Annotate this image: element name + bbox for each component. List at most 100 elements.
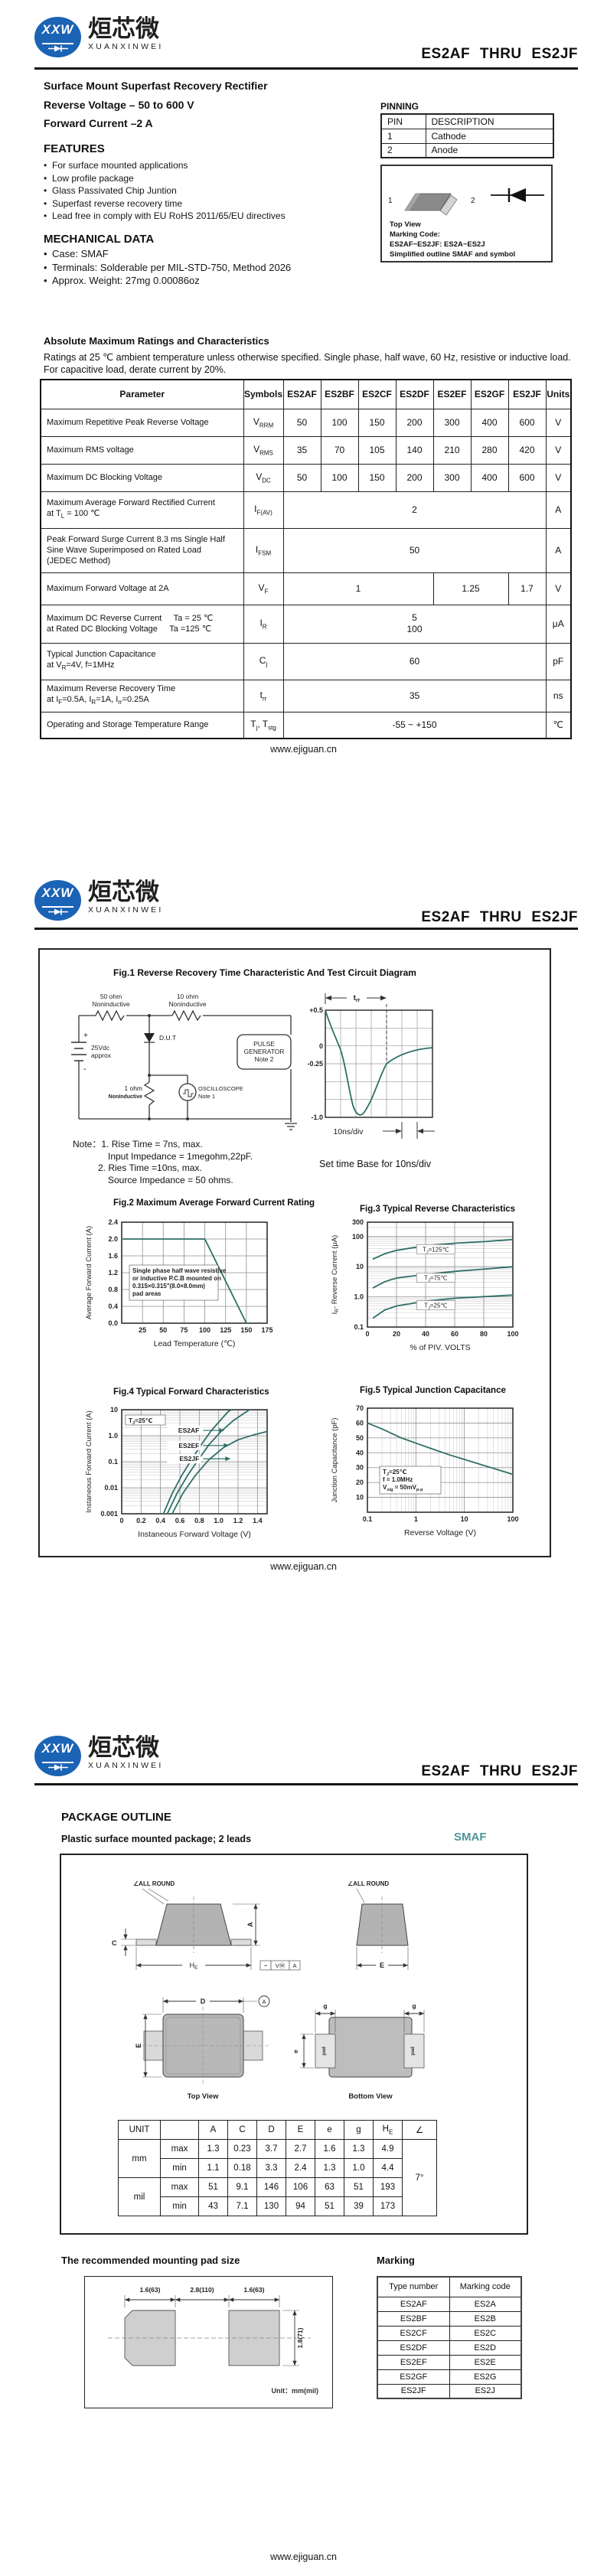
svg-text:10: 10 [356, 1494, 364, 1502]
ratings-header: ES2GF [470, 379, 509, 409]
dims-value: 3.7 [256, 2139, 286, 2159]
svg-text:25: 25 [139, 1326, 146, 1334]
svg-text:300: 300 [352, 1218, 364, 1226]
pad-dim-2: 2.8(110) [190, 2286, 214, 2294]
dims-header: E [286, 2120, 315, 2140]
ratings-symbol: VRRM [243, 408, 284, 437]
svg-text:Average Forward Current (A): Average Forward Current (A) [85, 1226, 93, 1319]
svg-text:pad areas: pad areas [132, 1290, 162, 1297]
dims-value: 4.4 [373, 2158, 403, 2178]
marking-cell: ES2CF [377, 2325, 450, 2341]
ratings-row: Typical Junction Capacitance at VR=4V, f=… [40, 642, 572, 680]
svg-text:0.0: 0.0 [108, 1319, 118, 1327]
wave-ytick-2: -0.25 [307, 1060, 323, 1068]
svg-text:100: 100 [199, 1326, 210, 1334]
diode-symbol-icon [491, 188, 544, 202]
svg-text:75: 75 [180, 1326, 188, 1334]
ratings-row: Maximum Average Forward Rectified Curren… [40, 491, 572, 529]
r2-label: 10 ohm [177, 993, 198, 1000]
ratings-value: 100 [320, 408, 359, 437]
logo-diode-icon [42, 906, 73, 915]
ratings-row: Maximum Forward Voltage at 2A VF 1 1.25 1.7 V [40, 572, 572, 605]
ratings-symbol: VDC [243, 463, 284, 492]
svg-text:1.6: 1.6 [108, 1252, 118, 1260]
fig1-waveform: trr +0.5 0 -0.25 -1.0 10ns/div [307, 991, 435, 1139]
ratings-value: 420 [507, 435, 547, 465]
logo-romanized-name: XUANXINWEI [88, 41, 164, 51]
fig5-chart: 0.1 1 10 100 10 20 30 40 50 60 70 Reverse Voltage (… [318, 1399, 536, 1552]
list-item: • Superfast reverse recovery time [44, 197, 183, 209]
fig1-caption: Set time Base for 10ns/div [319, 1159, 431, 1169]
ratings-symbol: Cj [243, 642, 284, 680]
marking-cell: ES2BF [377, 2310, 450, 2327]
ratings-unit: A [545, 491, 572, 529]
brand-logo-2: XXW 烜芯微 XUANXINWEI [34, 880, 164, 921]
dims-bound: min [160, 2196, 199, 2216]
ratings-row: Maximum DC Blocking Voltage VDC 50 100 150 20… [40, 463, 572, 492]
dims-row: min 1.1 0.18 3.3 2.4 1.3 1.0 4.4 [119, 2158, 437, 2178]
svg-text:0.01: 0.01 [104, 1484, 118, 1492]
svg-text:Junction Capacitance (pF): Junction Capacitance (pF) [331, 1418, 339, 1503]
fig1-test-circuit: 50 ohm Noninductive 10 ohm Noninductive … [71, 993, 297, 1130]
package-outline-drawing: ∠ALL ROUND A C HE ÷ VⓂ A ∠ALL ROUND [112, 1880, 425, 2101]
dims-header: HE [373, 2120, 403, 2140]
dims-value: 43 [198, 2196, 228, 2216]
pin2-label: 2 [471, 197, 475, 205]
list-item: • Lead free in comply with EU RoHS 2011/6… [44, 210, 286, 221]
dims-value: 39 [344, 2196, 374, 2216]
ratings-row: Peak Forward Surge Current 8.3 ms Single… [40, 527, 572, 573]
ratings-value: 600 [507, 408, 547, 437]
pulse-gen-label-2: GENERATOR [243, 1048, 284, 1055]
dims-header: UNIT [118, 2120, 161, 2140]
card-caption-line: Top View [390, 220, 421, 229]
svg-text:1.0: 1.0 [354, 1293, 364, 1301]
ratings-parameter: Maximum DC Blocking Voltage [40, 463, 244, 492]
svg-text:1: 1 [414, 1515, 418, 1523]
svg-text:50: 50 [356, 1434, 364, 1442]
battery-minus: - [83, 1065, 86, 1074]
marking-header: Type number [377, 2276, 450, 2297]
page-title: ES2AF THRU ES2JF [421, 46, 578, 62]
svg-text:80: 80 [480, 1330, 488, 1338]
logo-circle-icon: XXW [34, 17, 81, 57]
ratings-row: Operating and Storage Temperature Range T… [40, 711, 572, 739]
svg-text:1.4: 1.4 [253, 1517, 263, 1524]
ratings-unit: ns [545, 679, 572, 712]
ratings-symbol: VRMS [243, 435, 284, 465]
svg-text:0.4: 0.4 [108, 1303, 118, 1310]
dim-he-label: HE [190, 1961, 198, 1971]
mechanical-list: • Case: SMAF • Terminals: Solderable per MI… [44, 247, 365, 288]
header-divider [34, 67, 578, 70]
svg-text:150: 150 [240, 1326, 252, 1334]
logo-wordmark: 烜芯微 XUANXINWEI [88, 1736, 164, 1770]
dim-g-label-1: g [323, 2002, 327, 2010]
svg-text:% of PIV. VOLTS: % of PIV. VOLTS [410, 1343, 470, 1352]
svg-text:Reverse Voltage (V): Reverse Voltage (V) [404, 1528, 476, 1537]
wave-ytick-3: -1.0 [311, 1114, 323, 1121]
scope-label-2: Note 1 [198, 1093, 215, 1100]
datum-a-circle: A [262, 1998, 266, 2005]
svg-text:Single phase half wave resisti: Single phase half wave resistive [132, 1267, 227, 1274]
svg-text:Lead Temperature (℃): Lead Temperature (℃) [154, 1339, 236, 1348]
dims-value: 173 [373, 2196, 403, 2216]
dims-value: 106 [286, 2177, 315, 2197]
ratings-unit: V [545, 435, 572, 465]
ratings-value: 200 [395, 408, 434, 437]
ratings-parameter: Maximum Average Forward Rectified Curren… [40, 491, 244, 529]
dim-g-label-2: g [412, 2002, 416, 2010]
logo-chinese-name: 烜芯微 [88, 15, 159, 42]
features-list: • For surface mounted applications • Low pr… [44, 159, 350, 223]
svg-text:1.0: 1.0 [108, 1432, 118, 1440]
svg-text:1.2: 1.2 [108, 1269, 118, 1277]
marking-cell: ES2E [449, 2354, 522, 2370]
dims-header [160, 2120, 199, 2140]
fig2-chart: 25 50 75 100 125 150 175 0.0 0.4 0.8 1.2 1.6 2.0 2.4 L… [73, 1211, 279, 1365]
header-divider-2 [34, 928, 578, 930]
footer-url-2: www.ejiguan.cn [270, 1561, 337, 1572]
card-caption-line: Simplified outline SMAF and symbol [390, 250, 516, 259]
datum-flag-1: ÷ [264, 1962, 267, 1969]
svg-text:ES2AF: ES2AF [178, 1427, 199, 1434]
card-caption-line: Marking Code: [390, 230, 440, 239]
